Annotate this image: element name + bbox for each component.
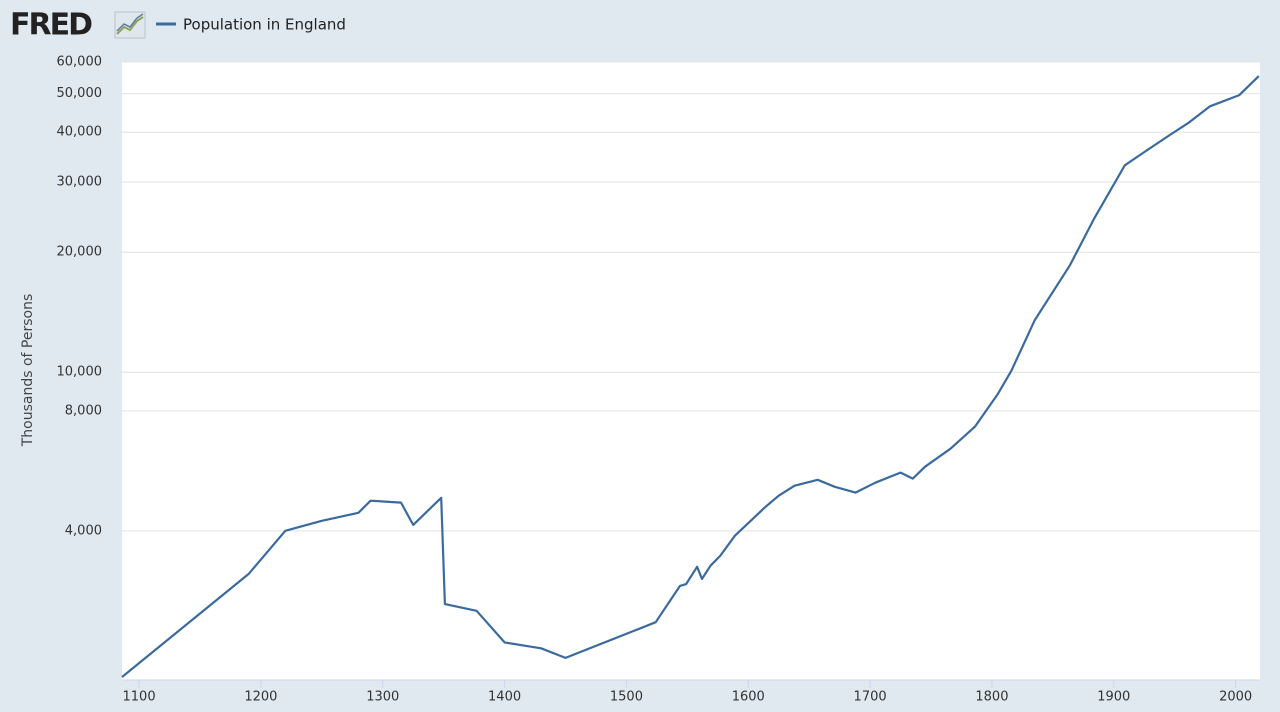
y-tick-label: 30,000 xyxy=(57,175,103,190)
x-tick-label: 1900 xyxy=(1097,690,1130,705)
x-tick-label: 1300 xyxy=(366,690,399,705)
x-tick-label: 1800 xyxy=(975,690,1008,705)
x-tick-label: 1700 xyxy=(854,690,887,705)
y-tick-label: 4,000 xyxy=(65,523,102,538)
logo: FRED xyxy=(10,8,92,43)
y-tick-label: 50,000 xyxy=(57,86,103,101)
logo-icon xyxy=(114,11,146,39)
y-tick-label: 10,000 xyxy=(57,365,103,380)
y-tick-label: 40,000 xyxy=(57,125,103,140)
y-tick-label: 8,000 xyxy=(65,403,102,418)
plot-area xyxy=(122,62,1260,680)
x-tick-label: 1200 xyxy=(244,690,277,705)
y-tick-label: 60,000 xyxy=(57,55,103,70)
y-tick-label: 20,000 xyxy=(57,245,103,260)
x-tick-label: 1400 xyxy=(488,690,521,705)
legend-label: Population in England xyxy=(183,16,346,34)
data-line xyxy=(121,75,1260,678)
x-tick-label: 2000 xyxy=(1219,690,1252,705)
x-tick-label: 1600 xyxy=(732,690,765,705)
x-tick-label: 1500 xyxy=(610,690,643,705)
x-tick-label: 1100 xyxy=(123,690,156,705)
y-axis-label: Thousands of Persons xyxy=(20,294,36,448)
